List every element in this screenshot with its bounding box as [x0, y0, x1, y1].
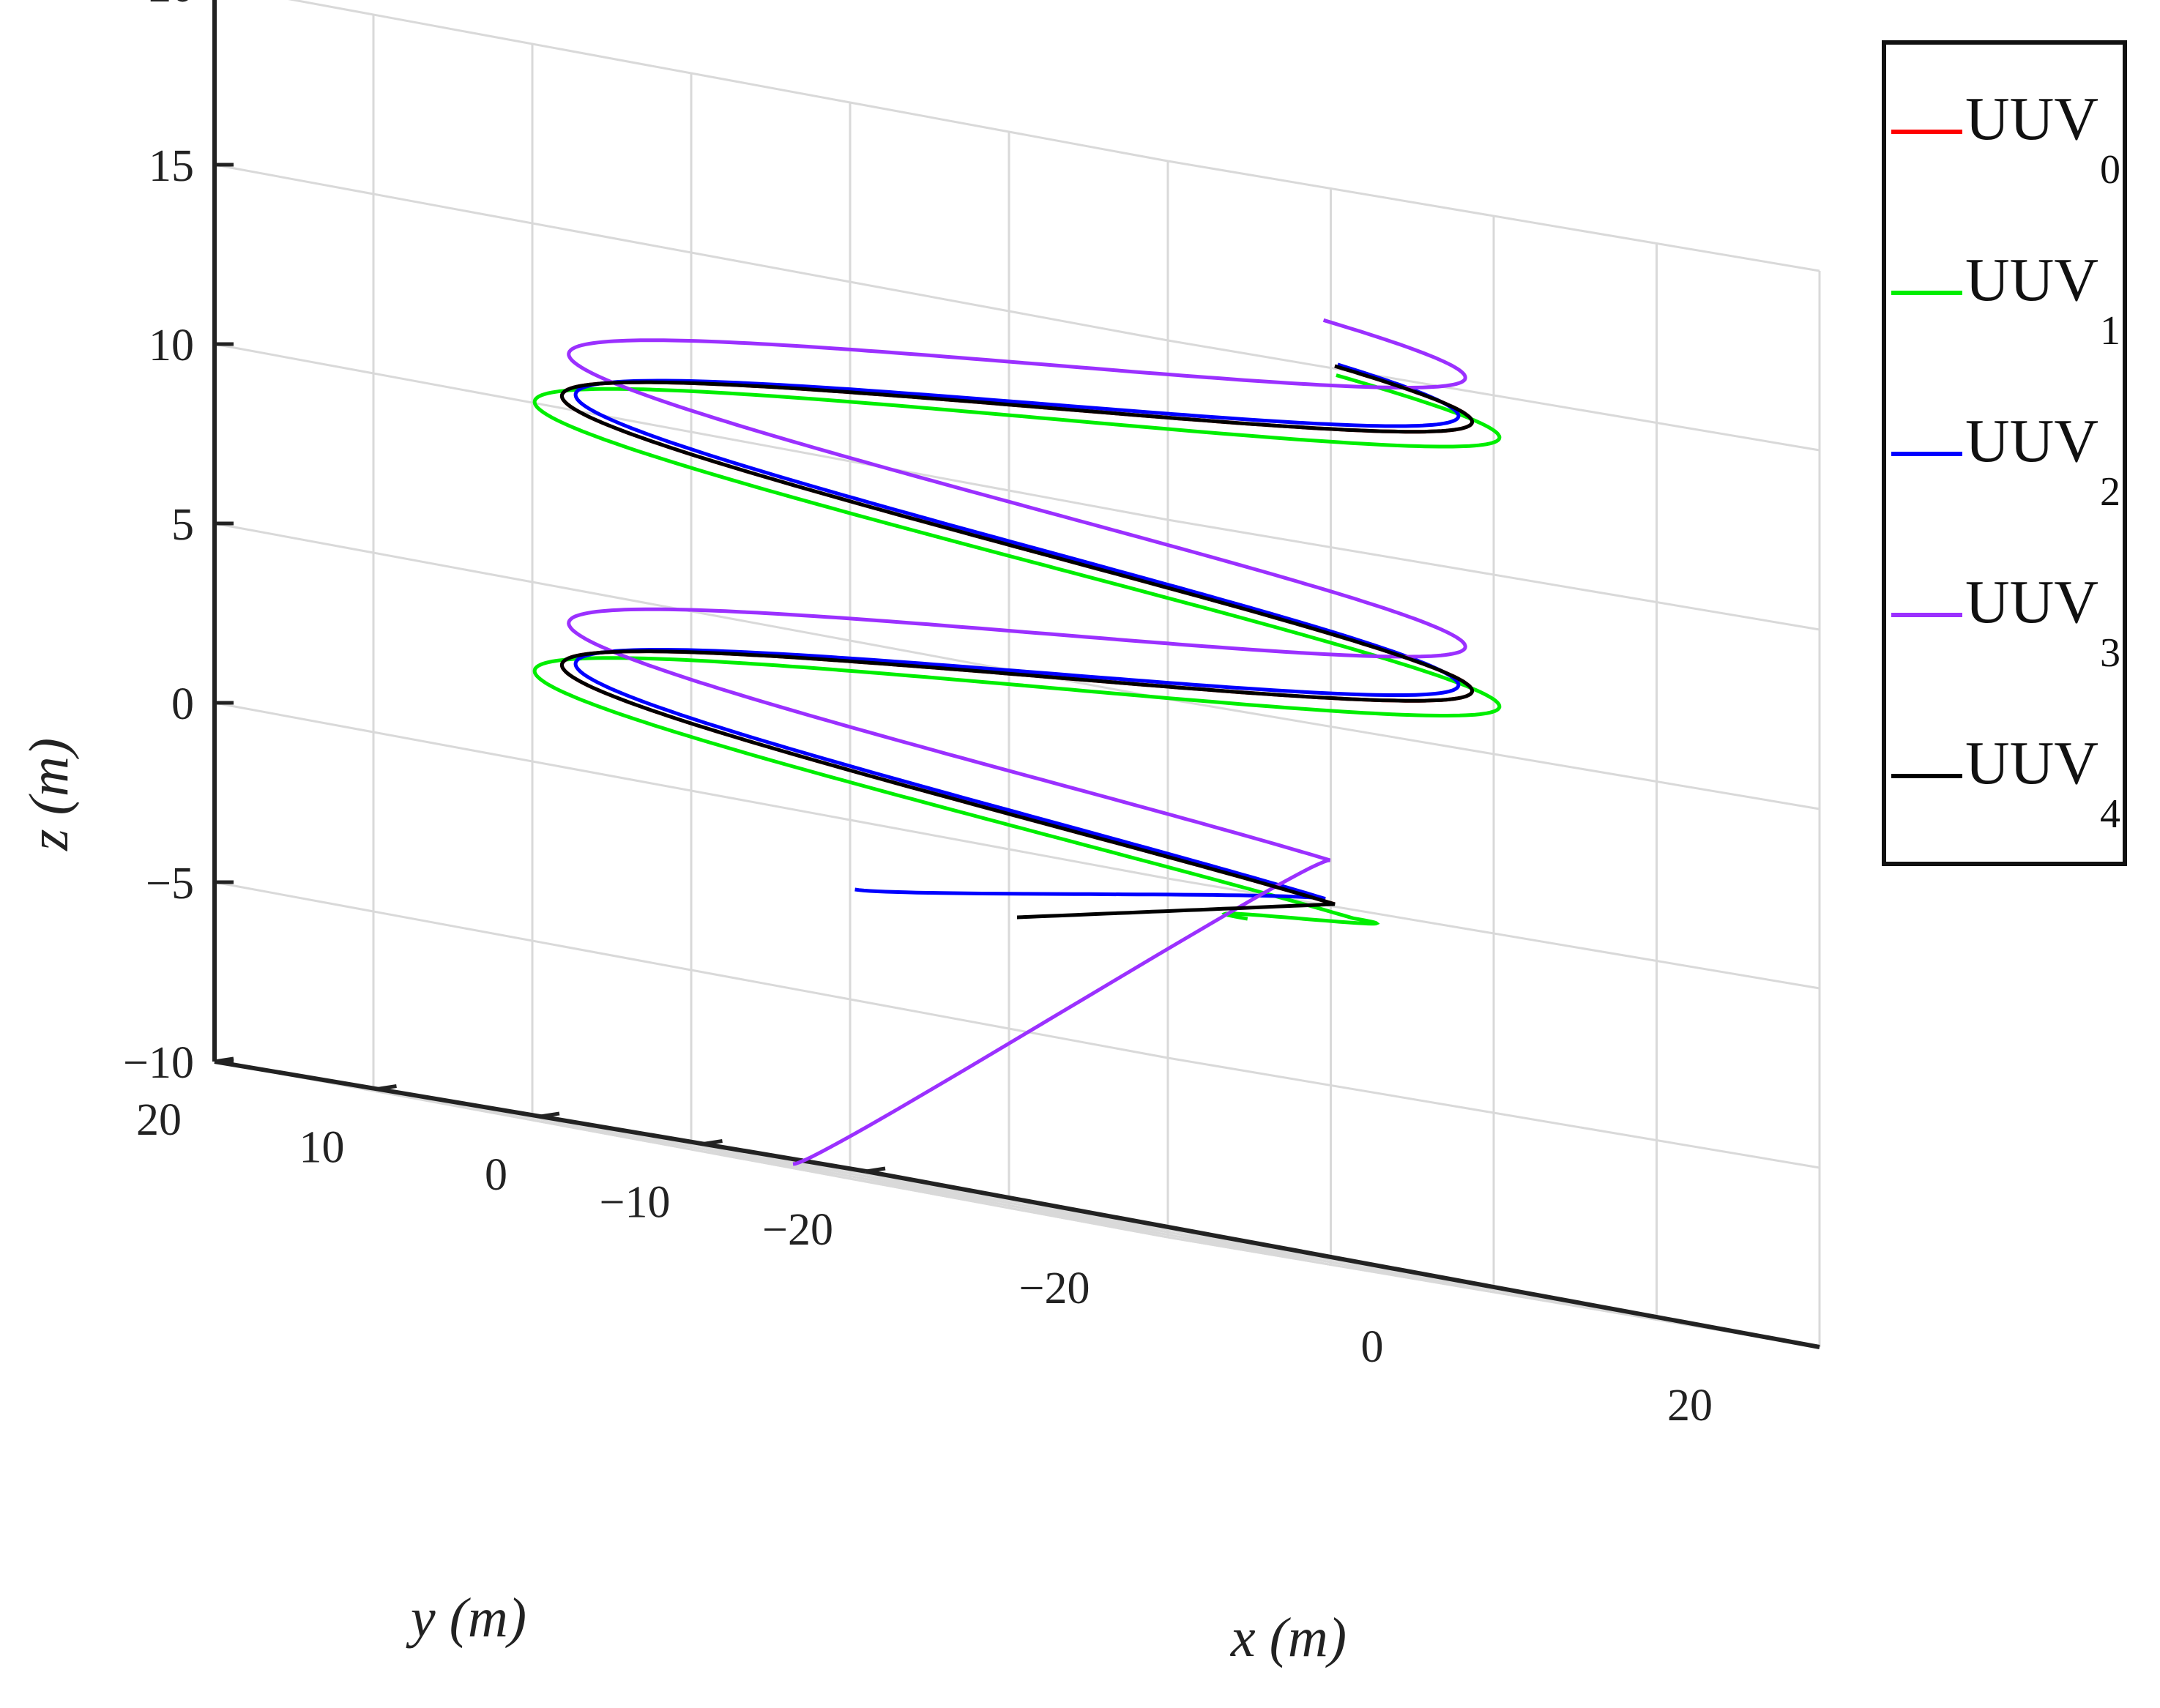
legend-label-1: UUV [1965, 246, 2098, 314]
grid-line [1167, 339, 1820, 452]
z-tick-label: 15 [149, 141, 194, 191]
z-tick-label: 10 [149, 321, 194, 370]
legend-subscript-0: 0 [2100, 147, 2120, 193]
grid-line [1167, 518, 1820, 631]
x-tick-mark [1008, 1196, 1026, 1203]
grid-line [214, 881, 1169, 1059]
y-axis-label: y (m) [406, 1587, 526, 1649]
series-line-uuv1 [532, 373, 1502, 926]
legend-subscript-3: 3 [2100, 630, 2120, 676]
x-tick-label: −20 [1019, 1264, 1090, 1313]
series-line-uuv3 [567, 318, 1467, 1166]
grid-line [214, 343, 1169, 521]
y-tick-mark [540, 1111, 560, 1119]
z-tick-label: 20 [149, 0, 194, 12]
z-axis-label: z (m) [18, 738, 80, 851]
y-tick-mark [214, 1056, 234, 1064]
tick-labels: 20 15 10 5 0 −5 −10 −20 0 20 20 10 0 −10 −20 [123, 0, 1713, 1431]
grid-line [214, 163, 1169, 342]
y-tick-mark [865, 1166, 886, 1174]
y-tick-label: 0 [485, 1150, 507, 1200]
z-tick-label: −10 [123, 1038, 194, 1088]
grid-line [1167, 1056, 1820, 1169]
y-tick-mark [703, 1139, 723, 1146]
grid-line [288, 0, 1169, 163]
series-lines [532, 318, 1502, 1166]
x-tick-label: 0 [1361, 1322, 1384, 1372]
grid-line [214, 701, 1169, 880]
legend-label-3: UUV [1965, 568, 2098, 636]
x-tick-label: 20 [1667, 1381, 1713, 1431]
legend-label-0: UUV [1965, 85, 2098, 153]
series-line-uuv4 [559, 364, 1475, 920]
x-tick-mark [1326, 1254, 1344, 1261]
z-tick-label: 5 [171, 500, 194, 550]
legend-subscript-4: 4 [2100, 791, 2120, 837]
grid-line [1167, 698, 1820, 810]
x-axis-label: x (m) [1230, 1607, 1347, 1668]
y-tick-label: 20 [136, 1095, 182, 1145]
z-tick-label: 0 [171, 679, 194, 729]
y-tick-label: −10 [600, 1178, 671, 1228]
grid-line [540, 1115, 1494, 1294]
y-tick-mark [377, 1084, 397, 1091]
y-tick-label: −20 [762, 1205, 833, 1255]
y-tick-label: 10 [299, 1123, 345, 1173]
legend-subscript-1: 1 [2100, 308, 2120, 354]
legend-label-2: UUV [1965, 407, 2098, 475]
grid-line [377, 1088, 1331, 1266]
grid-line [1167, 160, 1820, 272]
legend-label-4: UUV [1965, 729, 2098, 797]
x-tick-mark [1644, 1313, 1661, 1320]
z-tick-label: −5 [146, 859, 194, 909]
grid-line [214, 1060, 1169, 1239]
legend-subscript-2: 2 [2100, 469, 2120, 515]
grid-line [703, 1143, 1657, 1321]
